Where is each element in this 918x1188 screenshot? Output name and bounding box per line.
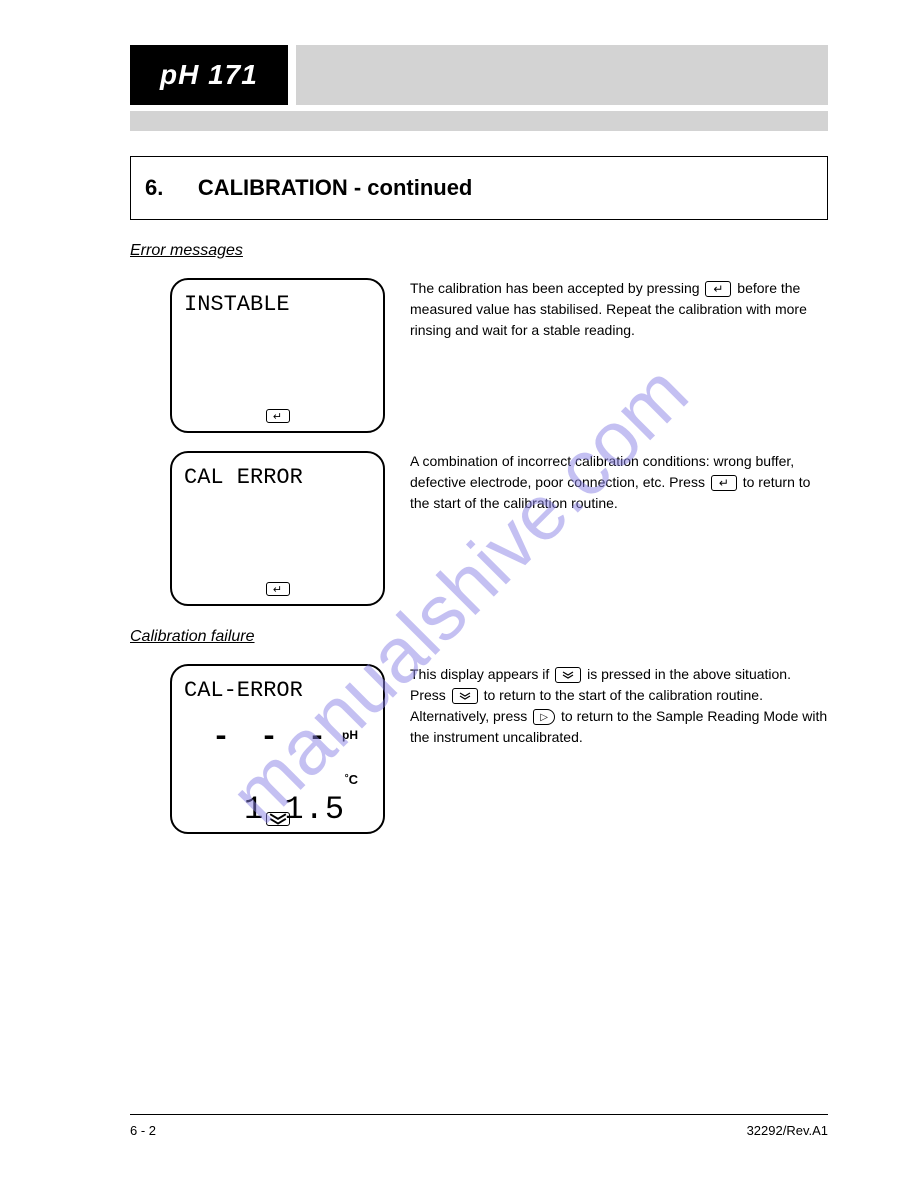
error-messages-heading: Error messages [130, 242, 828, 260]
lcd-cal-error-dash-text: CAL-ERROR [184, 678, 371, 703]
desc-line2-suffix: to return to the start of the calibratio… [480, 687, 763, 703]
desc-line3-prefix: Alternatively, press [410, 708, 531, 724]
header-gray-bar [296, 45, 828, 105]
calibration-failure-heading: Calibration failure [130, 628, 828, 646]
lcd-dashes: - - - [212, 721, 332, 755]
footer: 6 - 2 32292/Rev.A1 [130, 1114, 828, 1138]
enter-icon: ↵ [266, 409, 290, 423]
enter-icon: ↵ [705, 281, 731, 297]
row-instable: INSTABLE ↵ The calibration has been acce… [170, 278, 828, 433]
enter-icon: ↵ [711, 475, 737, 491]
header-row: pH 171 [130, 45, 828, 105]
lcd-c-unit: C [345, 772, 358, 787]
down-icon [266, 812, 290, 826]
desc-line1-suffix: is pressed in the above situation. [583, 666, 791, 682]
lcd-cal-error: CAL ERROR ↵ [170, 451, 385, 606]
gray-bar-full [130, 111, 828, 131]
lcd-cal-error-dash: CAL-ERROR - - - pH 1 1.5 C [170, 664, 385, 834]
row-cal-error-dash: CAL-ERROR - - - pH 1 1.5 C This display … [170, 664, 828, 834]
down-icon [452, 688, 478, 704]
footer-page: 6 - 2 [130, 1123, 156, 1138]
lcd-instable: INSTABLE ↵ [170, 278, 385, 433]
section-title: CALIBRATION - continued [198, 175, 473, 200]
cal-error-desc: A combination of incorrect calibration c… [410, 451, 828, 514]
desc-line2-prefix: Press [410, 687, 450, 703]
lcd-cal-error-text: CAL ERROR [184, 465, 371, 490]
instable-desc-prefix: The calibration has been accepted by pre… [410, 280, 703, 296]
cal-error-dash-desc: This display appears if is pressed in th… [410, 664, 828, 748]
device-name-box: pH 171 [130, 45, 288, 105]
footer-doc: 32292/Rev.A1 [747, 1123, 828, 1138]
play-icon: ▷ [533, 709, 555, 725]
down-icon [555, 667, 581, 683]
enter-icon: ↵ [266, 582, 290, 596]
row-cal-error: CAL ERROR ↵ A combination of incorrect c… [170, 451, 828, 606]
section-title-box: 6. CALIBRATION - continued [130, 156, 828, 220]
section-number: 6. [145, 175, 163, 200]
desc-line1-prefix: This display appears if [410, 666, 553, 682]
lcd-ph-unit: pH [342, 728, 358, 742]
lcd-temp-value: 1 1.5 [244, 791, 345, 828]
instable-desc: The calibration has been accepted by pre… [410, 278, 828, 341]
lcd-instable-text: INSTABLE [184, 292, 371, 317]
